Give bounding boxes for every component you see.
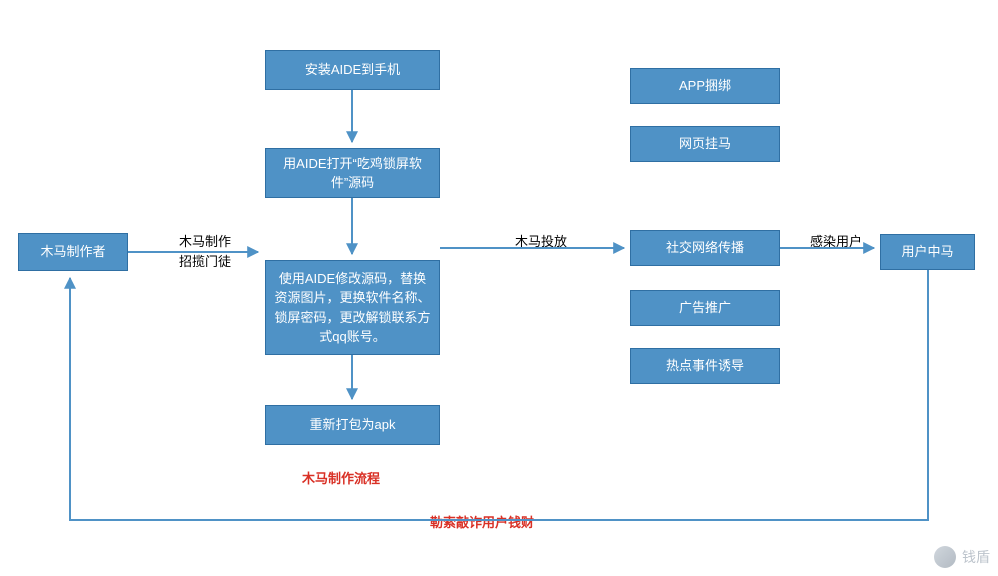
node-label: APP捆绑 [679, 76, 731, 96]
node-label: 社交网络传播 [666, 238, 744, 258]
node-user-infected: 用户中马 [880, 234, 975, 270]
caption-process: 木马制作流程 [302, 468, 380, 487]
node-install-aide: 安装AIDE到手机 [265, 50, 440, 90]
node-label: 重新打包为apk [310, 415, 396, 435]
watermark: 钱盾 [934, 546, 990, 568]
node-modify-source: 使用AIDE修改源码，替换资源图片，更换软件名称、锁屏密码，更改解锁联系方式qq… [265, 260, 440, 355]
node-web-hang: 网页挂马 [630, 126, 780, 162]
connectors [0, 0, 998, 576]
node-label: 广告推广 [679, 298, 731, 318]
node-label: 用户中马 [901, 242, 953, 262]
watermark-text: 钱盾 [962, 547, 990, 567]
node-ad-promo: 广告推广 [630, 290, 780, 326]
node-hotspot-lure: 热点事件诱导 [630, 348, 780, 384]
node-label: 热点事件诱导 [666, 356, 744, 376]
caption-feedback: 勒索敲诈用户钱财 [430, 512, 534, 531]
node-label: 安装AIDE到手机 [305, 60, 400, 80]
edge-label-infect: 感染用户 [810, 232, 862, 252]
node-creator: 木马制作者 [18, 233, 128, 271]
node-social-spread: 社交网络传播 [630, 230, 780, 266]
edge-label-deploy: 木马投放 [515, 232, 567, 252]
arrow-feedback-loop [70, 270, 928, 520]
node-label: 网页挂马 [679, 134, 731, 154]
node-label: 木马制作者 [40, 242, 105, 262]
watermark-icon [934, 546, 956, 568]
node-repack-apk: 重新打包为apk [265, 405, 440, 445]
node-app-bundle: APP捆绑 [630, 68, 780, 104]
node-label: 使用AIDE修改源码，替换资源图片，更换软件名称、锁屏密码，更改解锁联系方式qq… [274, 269, 431, 347]
edge-label-make-recruit: 木马制作 招揽门徒 [160, 232, 250, 271]
node-open-source: 用AIDE打开“吃鸡锁屏软件”源码 [265, 148, 440, 198]
node-label: 用AIDE打开“吃鸡锁屏软件”源码 [274, 154, 431, 193]
